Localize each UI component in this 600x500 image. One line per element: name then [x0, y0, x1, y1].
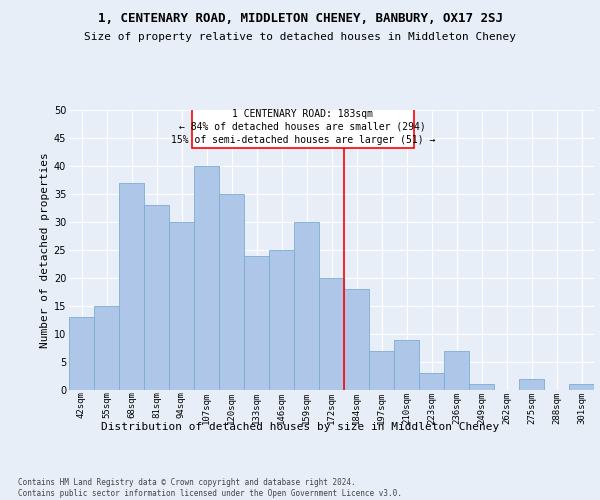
Bar	[469, 384, 494, 390]
Bar	[519, 379, 544, 390]
Bar	[244, 256, 269, 390]
Text: Contains HM Land Registry data © Crown copyright and database right 2024.
Contai: Contains HM Land Registry data © Crown c…	[18, 478, 402, 498]
Text: 1 CENTENARY ROAD: 183sqm: 1 CENTENARY ROAD: 183sqm	[232, 109, 373, 119]
Bar	[294, 222, 319, 390]
Bar	[269, 250, 294, 390]
Text: ← 84% of detached houses are smaller (294): ← 84% of detached houses are smaller (29…	[179, 121, 426, 131]
Bar	[169, 222, 194, 390]
Bar	[569, 384, 594, 390]
Bar	[119, 183, 144, 390]
Bar	[394, 340, 419, 390]
Text: 1, CENTENARY ROAD, MIDDLETON CHENEY, BANBURY, OX17 2SJ: 1, CENTENARY ROAD, MIDDLETON CHENEY, BAN…	[97, 12, 503, 26]
Bar	[144, 205, 169, 390]
Bar	[344, 289, 369, 390]
Bar	[69, 317, 94, 390]
Bar	[94, 306, 119, 390]
Bar	[444, 351, 469, 390]
Text: Size of property relative to detached houses in Middleton Cheney: Size of property relative to detached ho…	[84, 32, 516, 42]
Bar	[191, 108, 414, 148]
Bar	[419, 373, 444, 390]
Bar	[369, 351, 394, 390]
Text: 15% of semi-detached houses are larger (51) →: 15% of semi-detached houses are larger (…	[170, 134, 435, 144]
Bar	[219, 194, 244, 390]
Text: Distribution of detached houses by size in Middleton Cheney: Distribution of detached houses by size …	[101, 422, 499, 432]
Y-axis label: Number of detached properties: Number of detached properties	[40, 152, 50, 348]
Bar	[194, 166, 219, 390]
Bar	[319, 278, 344, 390]
